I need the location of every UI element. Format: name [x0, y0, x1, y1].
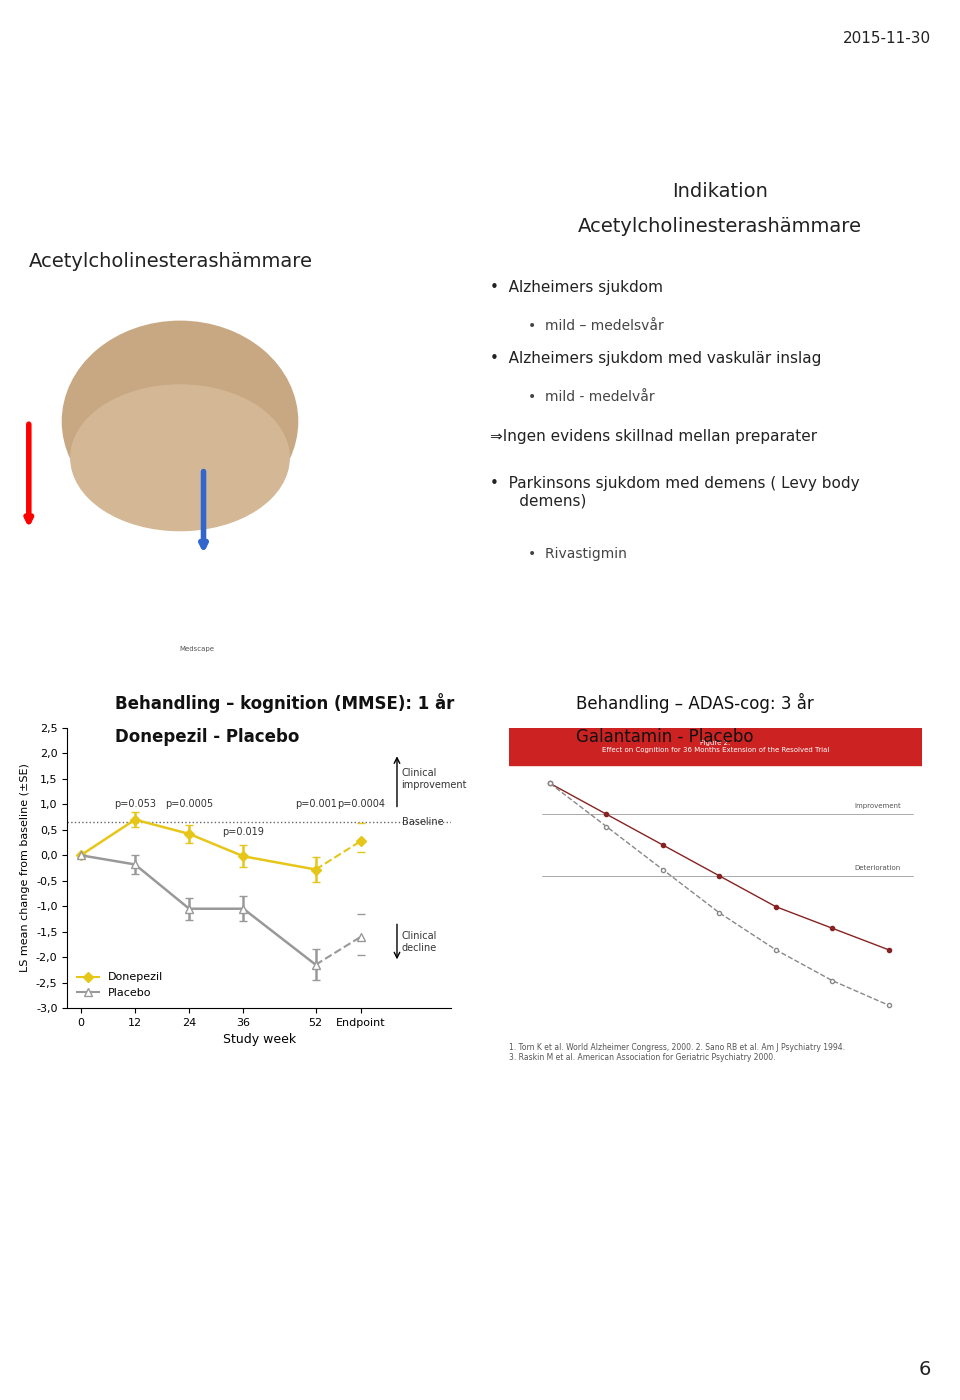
Text: Indikation: Indikation	[672, 182, 768, 202]
Text: Donepezil - Placebo: Donepezil - Placebo	[115, 728, 300, 746]
Bar	[509, 728, 922, 764]
Text: Medscape: Medscape	[180, 645, 214, 652]
Text: Baseline: Baseline	[401, 818, 444, 827]
Text: Improvement: Improvement	[854, 804, 900, 809]
Text: p=0.001: p=0.001	[295, 799, 337, 809]
Bar	[541, 774, 913, 1021]
Text: •  Rivastigmin: • Rivastigmin	[528, 546, 627, 560]
Text: •  Parkinsons sjukdom med demens ( Levy body
      demens): • Parkinsons sjukdom med demens ( Levy b…	[490, 476, 859, 508]
Ellipse shape	[62, 321, 298, 522]
Text: Behandling – ADAS-cog: 3 år: Behandling – ADAS-cog: 3 år	[576, 693, 814, 713]
Text: •  Alzheimers sjukdom: • Alzheimers sjukdom	[490, 280, 662, 295]
X-axis label: Study week: Study week	[223, 1033, 296, 1046]
Text: Acetylcholinesterashämmare: Acetylcholinesterashämmare	[29, 252, 313, 272]
Legend: Donepezil, Placebo: Donepezil, Placebo	[73, 967, 168, 1002]
Text: 1. Torn K et al. World Alzheimer Congress, 2000. 2. Sano RB et al. Am J Psychiat: 1. Torn K et al. World Alzheimer Congres…	[509, 1043, 845, 1063]
Text: 2015-11-30: 2015-11-30	[843, 31, 931, 46]
Text: 6: 6	[919, 1359, 931, 1379]
Ellipse shape	[71, 385, 289, 531]
Text: p=0.0004: p=0.0004	[337, 799, 385, 809]
Text: Galantamin - Placebo: Galantamin - Placebo	[576, 728, 754, 746]
Text: Acetylcholinesterashämmare: Acetylcholinesterashämmare	[578, 217, 862, 237]
Text: Figure 2.
Effect on Cognition for 36 Months Extension of the Resolved Trial: Figure 2. Effect on Cognition for 36 Mon…	[602, 741, 828, 753]
Y-axis label: LS mean change from baseline (±SE): LS mean change from baseline (±SE)	[20, 763, 31, 973]
Text: p=0.0005: p=0.0005	[165, 799, 213, 809]
Text: Deterioration: Deterioration	[854, 865, 900, 871]
Text: •  mild - medelvår: • mild - medelvår	[528, 389, 655, 403]
Text: •  mild – medelsvår: • mild – medelsvår	[528, 319, 663, 333]
Text: p=0.019: p=0.019	[223, 827, 264, 837]
Text: Clinical
improvement: Clinical improvement	[401, 769, 467, 790]
Text: •  Alzheimers sjukdom med vaskulär inslag: • Alzheimers sjukdom med vaskulär inslag	[490, 350, 821, 365]
Text: Clinical
decline: Clinical decline	[401, 931, 437, 952]
Text: Behandling – kognition (MMSE): 1 år: Behandling – kognition (MMSE): 1 år	[115, 693, 455, 713]
Text: p=0.053: p=0.053	[114, 799, 156, 809]
Text: ⇒Ingen evidens skillnad mellan preparater: ⇒Ingen evidens skillnad mellan preparate…	[490, 428, 817, 444]
